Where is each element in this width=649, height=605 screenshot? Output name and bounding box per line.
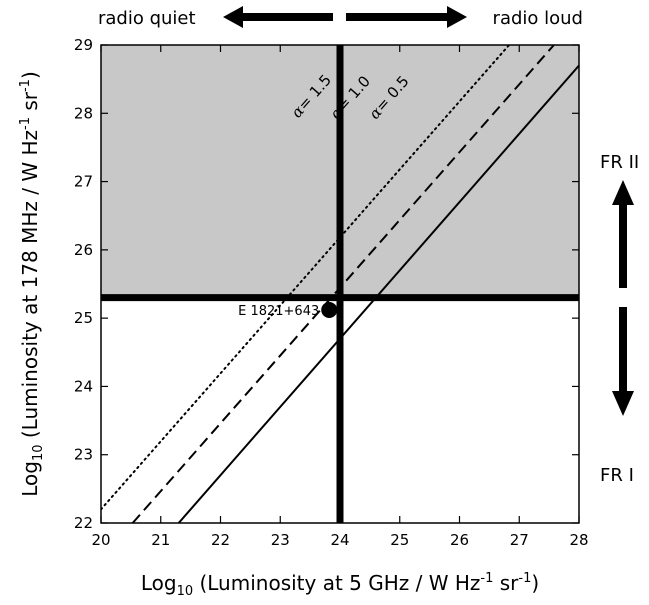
x-tick-label: 22: [211, 531, 230, 549]
fr1-label: FR I: [600, 465, 634, 486]
arrow-left-icon: [223, 6, 333, 28]
arrow-up-icon: [612, 180, 634, 288]
x-axis-title: Log10 (Luminosity at 5 GHz / W Hz-1 sr-1…: [141, 571, 539, 599]
arrow-right-icon: [346, 6, 467, 28]
y-tick-label: 29: [74, 36, 93, 54]
y-tick-label: 23: [74, 446, 93, 464]
y-tick-label: 28: [74, 104, 93, 122]
radio-quiet-label: radio quiet: [98, 8, 196, 29]
y-tick-label: 26: [74, 241, 93, 259]
x-tick-label: 25: [390, 531, 409, 549]
y-tick-label: 24: [74, 377, 93, 395]
arrow-down-icon: [612, 307, 634, 416]
x-tick-label: 23: [271, 531, 290, 549]
source-point-label: E 1821+643: [238, 304, 319, 319]
x-tick-label: 26: [450, 531, 469, 549]
y-axis-title: Log10 (Luminosity at 178 MHz / W Hz-1 sr…: [18, 71, 46, 497]
x-tick-label: 28: [569, 531, 588, 549]
x-tick-label: 21: [151, 531, 170, 549]
y-tick-label: 22: [74, 514, 93, 532]
series-line-1: [131, 45, 555, 523]
x-tick-label: 27: [510, 531, 529, 549]
y-tick-label: 27: [74, 173, 93, 191]
fr2-label: FR II: [600, 152, 639, 173]
source-point: [321, 301, 338, 318]
radio-loud-label: radio loud: [493, 8, 583, 29]
series-line-0: [101, 45, 511, 511]
ticks-layer: 20 21 22 23 24 25 26 27 28 22 23 24 25 26 27 28 29: [74, 36, 589, 549]
x-tick-label: 24: [330, 531, 349, 549]
y-tick-label: 25: [74, 309, 93, 327]
x-tick-label: 20: [91, 531, 110, 549]
